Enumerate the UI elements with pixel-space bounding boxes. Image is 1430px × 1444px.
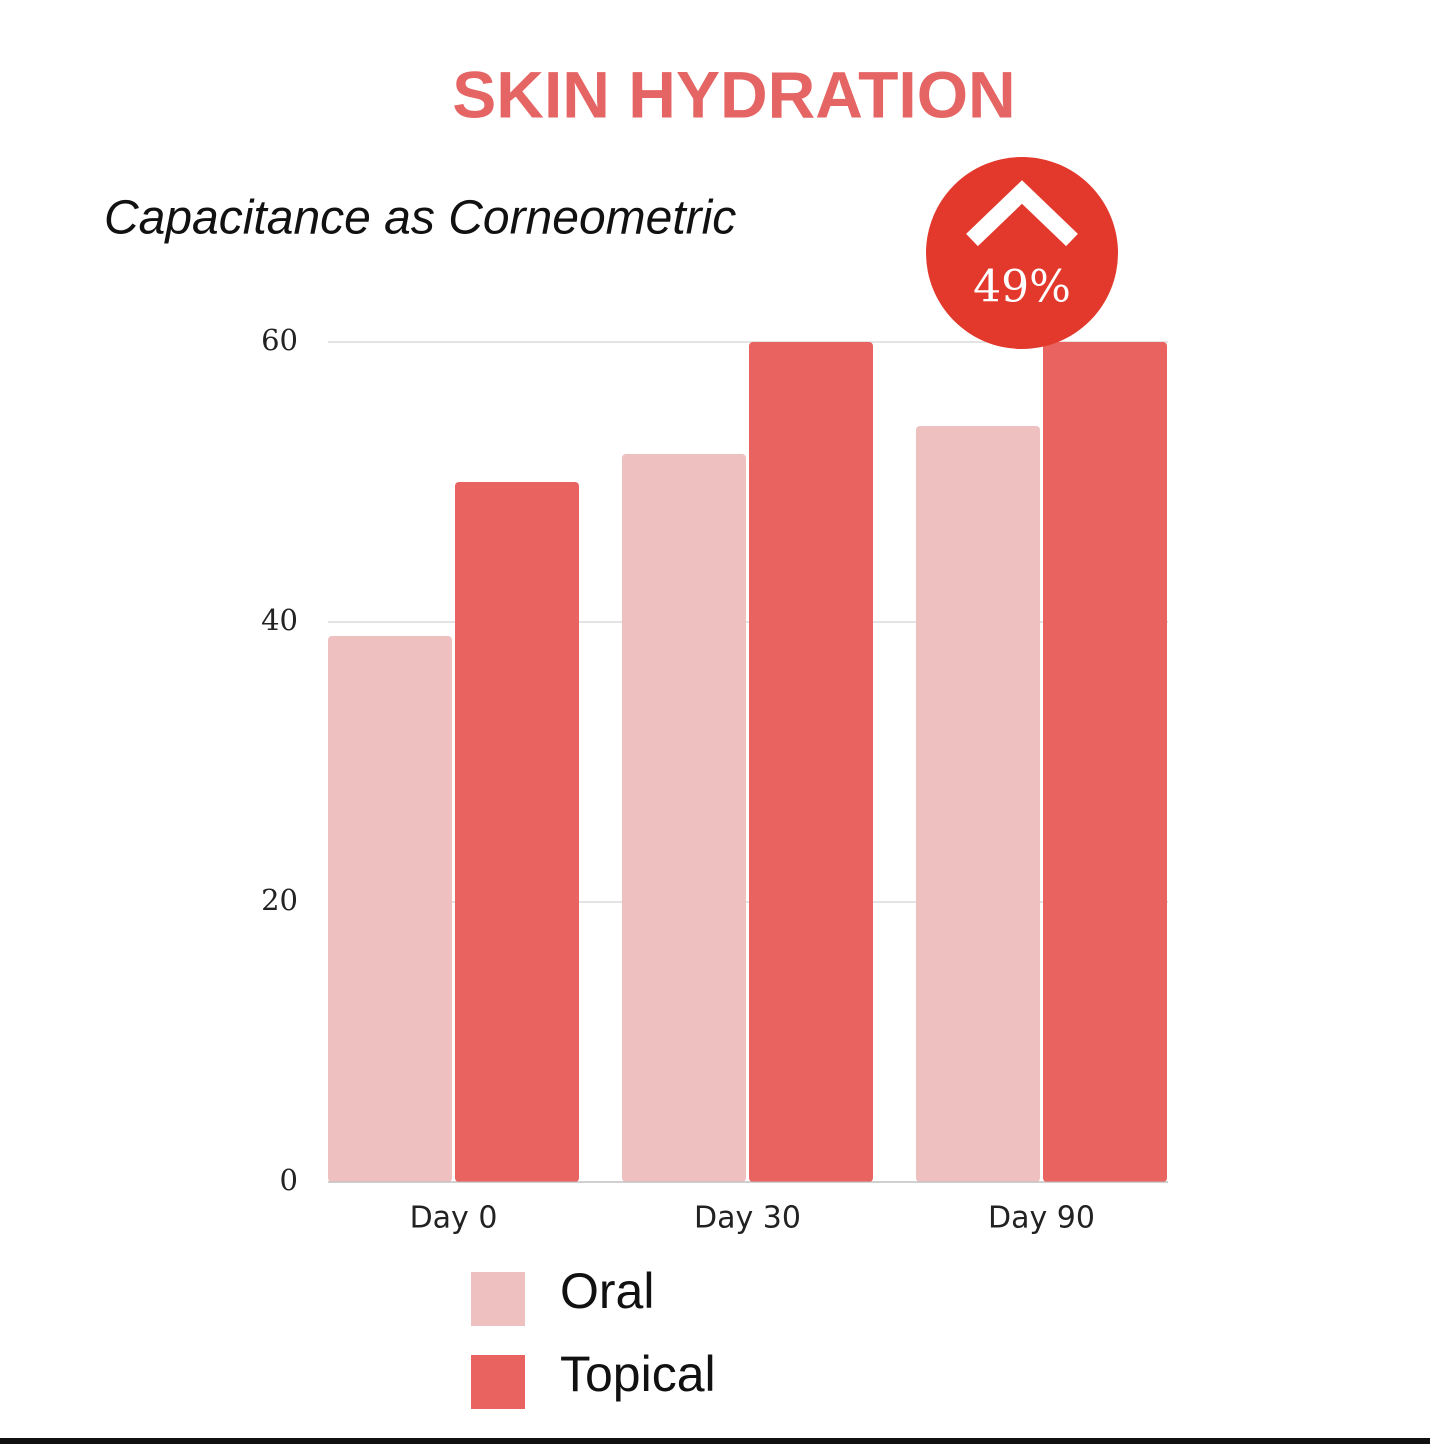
legend-label: Topical <box>560 1346 716 1402</box>
legend-swatch <box>471 1355 525 1409</box>
annotation: 49% <box>973 262 1071 313</box>
badge-circle <box>926 157 1118 349</box>
y-tick-label: 60 <box>261 323 298 357</box>
legend-label: Oral <box>560 1263 654 1319</box>
bottom-bar <box>0 1438 1430 1444</box>
y-tick-label: 40 <box>261 603 298 637</box>
bar <box>749 342 873 1182</box>
legend-swatch <box>471 1272 525 1326</box>
bar <box>328 636 452 1182</box>
annotation-badge: 49% <box>926 157 1118 349</box>
bar <box>622 454 746 1182</box>
badge-chevron <box>966 180 1078 247</box>
x-tick-label: Day 30 <box>694 1201 801 1236</box>
x-tick-label: Day 0 <box>410 1201 498 1236</box>
x-tick-label: Day 90 <box>988 1201 1095 1236</box>
y-tick-label: 20 <box>261 883 298 917</box>
bar <box>1043 342 1167 1182</box>
chart-subtitle: Capacitance as Corneometric <box>104 192 736 245</box>
bar <box>455 482 579 1182</box>
chart-title: SKIN HYDRATION <box>452 57 1015 131</box>
y-tick-label: 0 <box>280 1163 298 1197</box>
plot: 0 20 40 60 Day 0 Day 30 Day 90 <box>261 323 1168 1236</box>
bar <box>916 426 1040 1182</box>
